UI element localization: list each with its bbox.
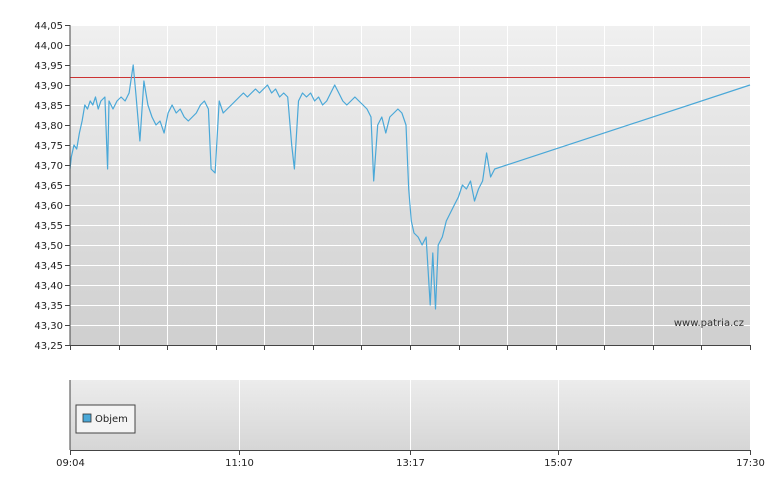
y-tick-label: 43,70: [34, 161, 63, 172]
x-tick-label: 15:07: [544, 458, 573, 469]
y-tick-label: 44,00: [34, 41, 63, 52]
y-tick-label: 44,05: [34, 21, 63, 32]
y-tick-label: 43,45: [34, 261, 63, 272]
y-tick-label: 43,25: [34, 341, 63, 352]
volume-x-ticks: [70, 450, 751, 455]
x-tick-label: 11:10: [225, 458, 254, 469]
x-tick-label: 13:17: [396, 458, 425, 469]
y-tick-label: 43,50: [34, 241, 63, 252]
y-tick-label: 43,65: [34, 181, 63, 192]
y-tick-label: 43,55: [34, 221, 63, 232]
legend-swatch: [82, 413, 92, 423]
x-tick-label: 09:04: [56, 458, 85, 469]
y-tick-label: 43,90: [34, 81, 63, 92]
volume-gridlines: [239, 380, 559, 450]
x-axis-labels: 09:04 11:10 13:17 15:07 17:30: [56, 458, 765, 469]
legend-label: Objem: [95, 414, 128, 425]
volume-legend: Objem: [75, 404, 136, 434]
x-tick-label: 17:30: [736, 458, 765, 469]
y-tick-label: 43,40: [34, 281, 63, 292]
y-axis: 44,05 44,00 43,95 43,90 43,85 43,80 43,75 43,70…: [34, 21, 70, 352]
y-tick-label: 43,75: [34, 141, 63, 152]
watermark: www.patria.cz: [674, 318, 744, 329]
y-tick-label: 43,85: [34, 101, 63, 112]
price-series: [69, 64, 751, 310]
y-tick-label: 43,95: [34, 61, 63, 72]
y-tick-label: 43,80: [34, 121, 63, 132]
price-line: [69, 64, 751, 310]
y-tick-label: 43,30: [34, 321, 63, 332]
y-tick-label: 43,35: [34, 301, 63, 312]
y-tick-label: 43,60: [34, 201, 63, 212]
